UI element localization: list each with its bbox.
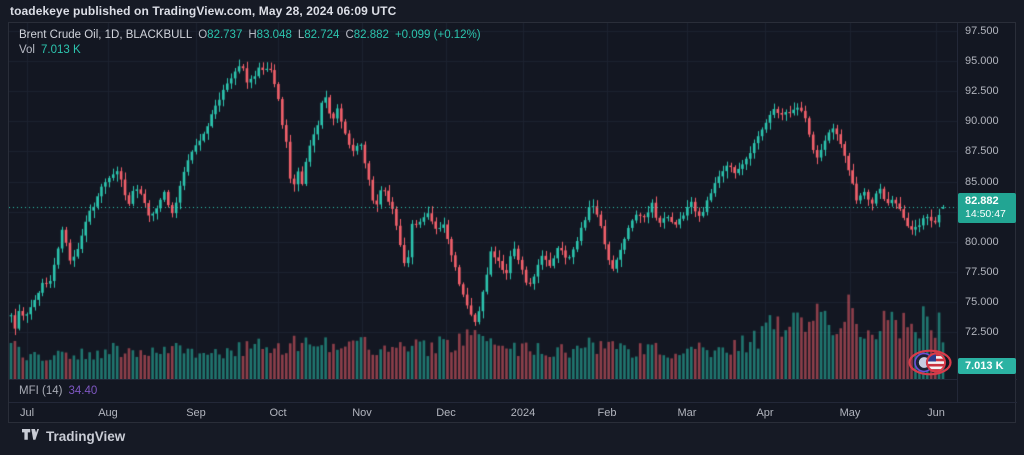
price-axis-label: 92.500	[965, 85, 999, 98]
time-axis[interactable]: Jul Aug Sep Oct Nov Dec 2024 Feb Mar Apr May Jun	[9, 403, 1017, 423]
last-price-tag: 82.882 14:50:47	[958, 193, 1016, 223]
ohlc-high: H83.048	[248, 29, 292, 41]
time-axis-label: Dec	[436, 407, 456, 419]
mfi-value: 34.40	[68, 385, 98, 397]
time-axis-label: Oct	[269, 407, 287, 419]
publish-attribution: toadekeye published on TradingView.com, …	[10, 4, 397, 18]
time-axis-label: Sep	[186, 407, 206, 419]
price-axis-label: 72.500	[965, 326, 999, 338]
tradingview-logo[interactable]: TradingView	[22, 429, 125, 444]
time-axis-label: Apr	[756, 407, 774, 419]
time-axis-label: Feb	[597, 407, 617, 419]
time-axis-label: Mar	[677, 407, 697, 419]
tradingview-logo-icon	[22, 429, 39, 440]
volume-indicator-value: 7.013 K	[41, 44, 81, 56]
symbol-title[interactable]: Brent Crude Oil, 1D, BLACKBULL	[19, 29, 193, 41]
price-axis-label: 75.000	[965, 295, 999, 308]
time-axis-label: 2024	[510, 407, 536, 419]
price-axis-label: 97.500	[965, 25, 999, 37]
change-value: +0.099 (+0.12%)	[394, 29, 481, 41]
bar-countdown: 14:50:47	[965, 208, 1006, 220]
price-axis-label: 80.000	[965, 235, 999, 248]
price-axis-label: 77.500	[965, 265, 999, 278]
volume-value-tag: 7.013 K	[958, 358, 1016, 374]
tradingview-logo-text: TradingView	[46, 429, 126, 444]
price-axis-label: 90.000	[965, 115, 999, 128]
price-axis-label: 95.000	[965, 55, 999, 68]
price-axis-label: 87.500	[965, 145, 999, 158]
mfi-indicator-pane: MFI (14) 34.40	[9, 379, 1017, 403]
ohlc-low: L82.724	[297, 29, 340, 41]
time-axis-label: May	[839, 407, 861, 419]
economic-event-flag-icon[interactable]	[907, 349, 953, 381]
ohlc-close: C82.882	[345, 29, 389, 41]
chart-legend: Brent Crude Oil, 1D, BLACKBULL O82.737 H…	[19, 29, 481, 56]
price-axis-label: 85.000	[965, 175, 999, 188]
time-axis-label: Aug	[98, 407, 118, 419]
ohlc-open: O82.737	[198, 29, 243, 41]
volume-indicator-label[interactable]: Vol	[19, 44, 35, 56]
time-axis-label: Jul	[19, 407, 35, 419]
mfi-indicator-label[interactable]: MFI (14) 34.40	[19, 385, 98, 397]
time-axis-label: Nov	[352, 407, 372, 419]
candlestick-chart-canvas[interactable]	[9, 23, 958, 379]
time-axis-label: Jun	[927, 407, 945, 419]
chart-widget: Brent Crude Oil, 1D, BLACKBULL O82.737 H…	[8, 22, 1017, 423]
